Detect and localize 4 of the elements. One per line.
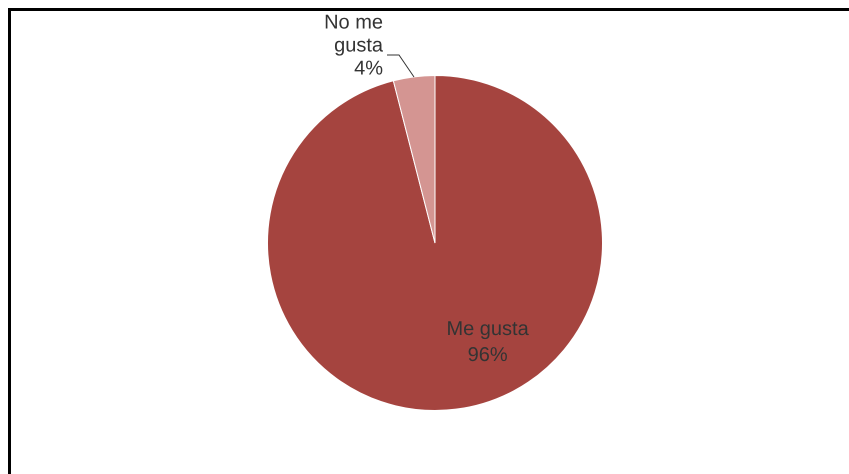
- slice-label: Me gusta: [446, 318, 530, 340]
- data-label: 4%: [354, 57, 384, 80]
- slice-label: No me gusta: [324, 11, 384, 56]
- data-label: 96%: [468, 344, 508, 366]
